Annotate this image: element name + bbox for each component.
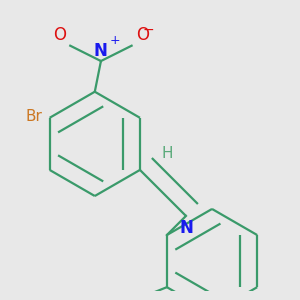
Text: N: N	[94, 41, 108, 59]
Text: +: +	[110, 34, 120, 47]
Text: −: −	[143, 22, 154, 37]
Text: O: O	[54, 26, 67, 44]
Text: H: H	[161, 146, 173, 161]
Text: Br: Br	[25, 109, 42, 124]
Text: N: N	[179, 219, 193, 237]
Text: O: O	[136, 26, 149, 44]
